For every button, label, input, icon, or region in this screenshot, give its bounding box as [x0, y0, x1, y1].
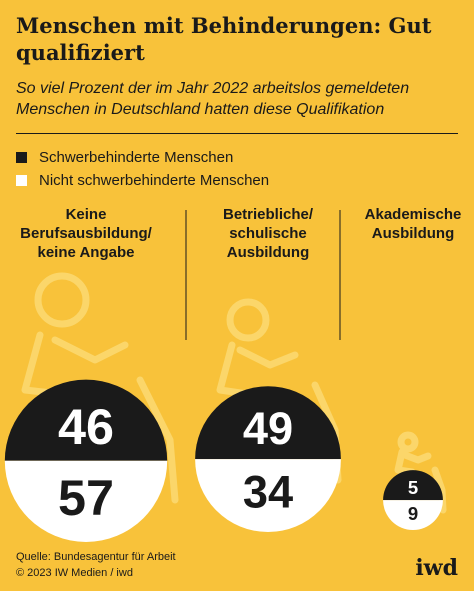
- figure-head: [34, 272, 90, 328]
- top-half: [383, 470, 443, 501]
- bottom-half: [4, 460, 168, 542]
- top-half: [195, 386, 341, 460]
- legend-swatch: [16, 152, 27, 163]
- value-label: 49: [243, 403, 293, 454]
- value-label: 9: [408, 503, 418, 524]
- legend-label: Schwerbehinderte Menschen: [39, 149, 234, 166]
- figure-head: [226, 298, 270, 342]
- separator: [16, 133, 458, 134]
- legend-label: Nicht schwerbehinderte Menschen: [39, 172, 270, 189]
- value-label: 46: [58, 398, 114, 455]
- figure-frame: [136, 376, 179, 504]
- top-half: [4, 379, 168, 461]
- title: Menschen mit Behinderungen: Gut qualifiz…: [16, 13, 432, 65]
- value-label: 5: [408, 477, 418, 498]
- bottom-half: [383, 500, 443, 530]
- category-label: Keine Berufsausbildung/ keine Angabe: [20, 206, 152, 261]
- copyright: © 2023 IW Medien / iwd: [16, 567, 133, 579]
- legend-item: Nicht schwerbehinderte Menschen: [16, 172, 269, 189]
- category-label: Akademische Ausbildung: [364, 206, 462, 242]
- value-label: 34: [243, 466, 293, 517]
- category-label: Betriebliche/ schulische Ausbildung: [222, 206, 314, 261]
- bottom-half: [195, 459, 341, 532]
- legend-item: Schwerbehinderte Menschen: [16, 149, 233, 166]
- value-label: 57: [58, 469, 114, 526]
- subtitle: So viel Prozent der im Jahr 2022 arbeits…: [16, 80, 410, 118]
- source: Quelle: Bundesagentur für Arbeit: [16, 551, 176, 563]
- figure-head: [397, 431, 419, 453]
- logo: iwd: [415, 555, 458, 581]
- legend-swatch: [16, 175, 27, 186]
